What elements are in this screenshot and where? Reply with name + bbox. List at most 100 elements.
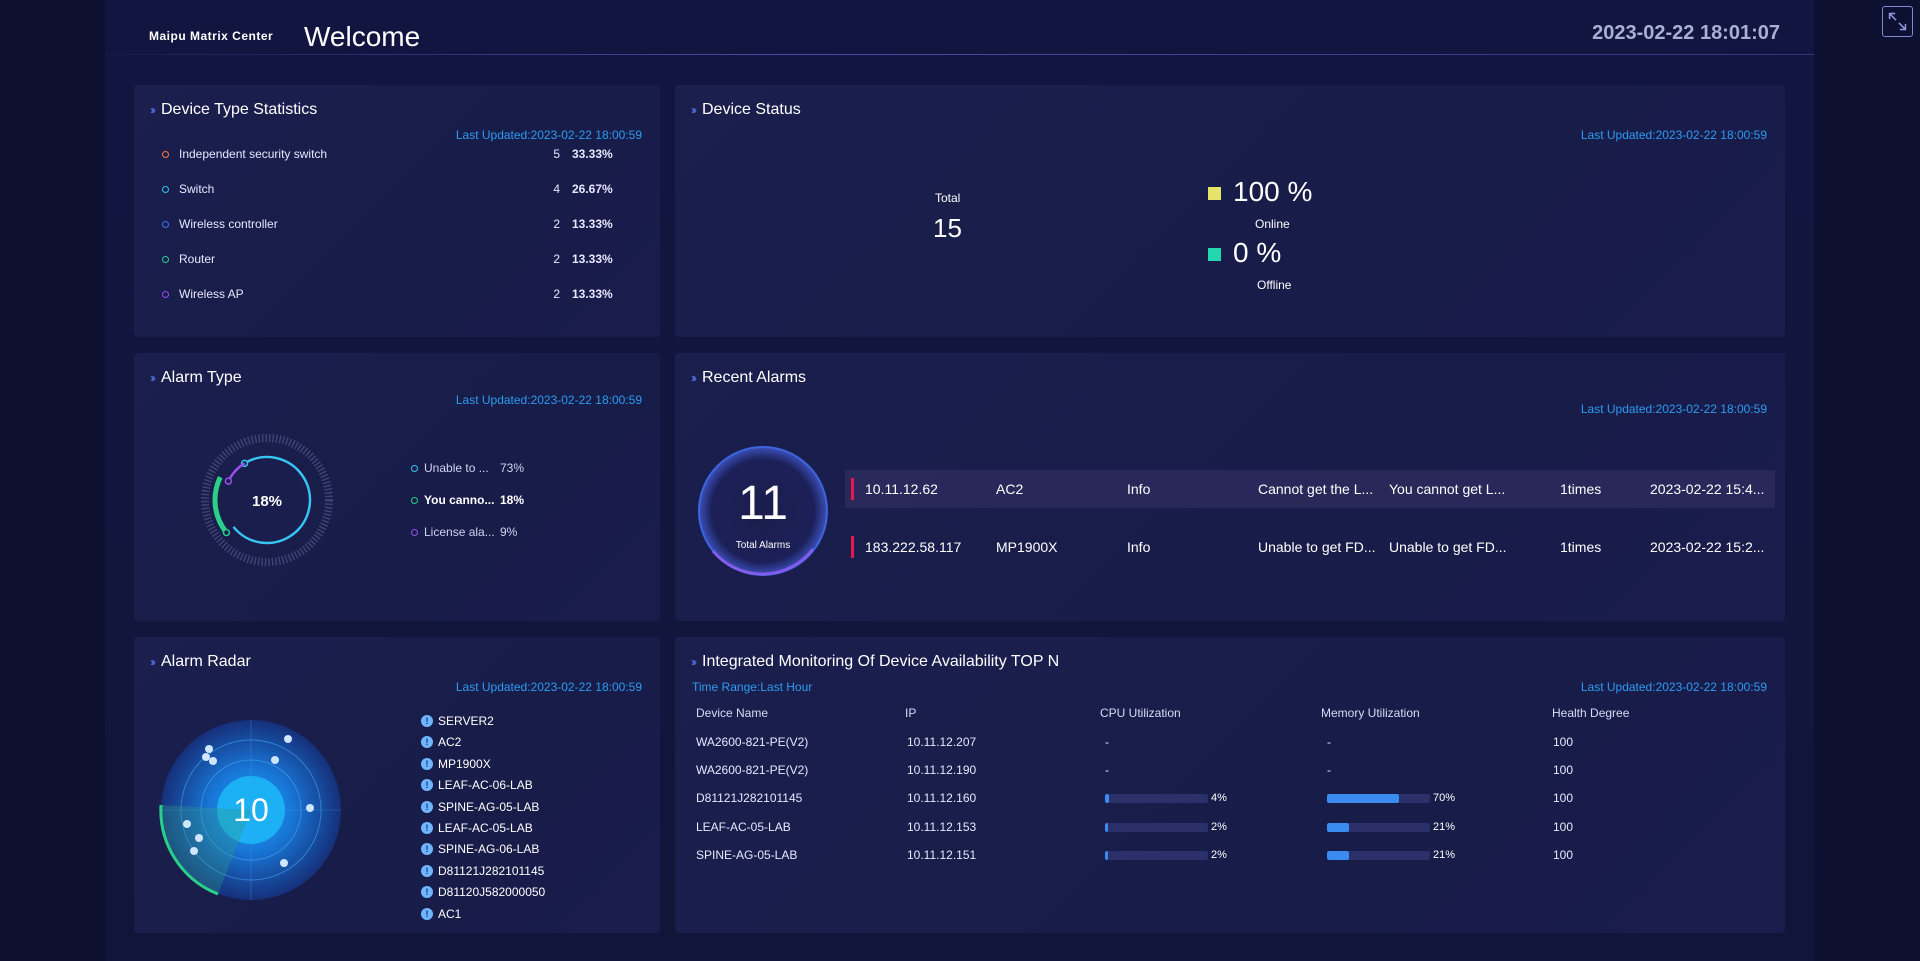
donut-slice[interactable] [232,455,312,545]
brand-logo: Maipu Matrix Center [149,29,274,43]
donut-slice-marker [224,477,233,485]
radar-alert-dot[interactable] [190,847,198,855]
legend-dot-icon [411,528,418,536]
device-type-percent: 33.33% [572,147,613,161]
radar-alert-dot[interactable] [306,804,314,812]
device-type-name: Wireless controller [179,217,278,231]
alert-icon: ! [421,822,433,834]
alert-icon: ! [421,864,433,877]
health-cell: 100 [1553,735,1574,749]
alarm-type-panel: ››› Alarm Type Last Updated:2023-02-22 1… [134,353,660,621]
header-clock: 2023-02-22 18:01:07 [1592,22,1780,44]
radar-alert-dot[interactable] [209,757,217,765]
last-updated: Last Updated:2023-02-22 18:00:59 [455,128,642,142]
header-divider [105,54,1814,55]
alarm-row[interactable]: 10.11.12.62 AC2 Info Cannot get the L... You… [845,470,1775,508]
alarm-type-legend-item[interactable]: Unable to ... 73% [411,461,524,475]
panel-title: ››› Device Type Statistics [150,101,317,119]
alert-icon: ! [421,907,433,920]
severity-marker [851,536,854,558]
alarm-device: AC2 [996,481,1024,497]
alarm-type-legend-item[interactable]: License ala... 9% [411,525,517,539]
radar-device-name: AC2 [438,735,462,750]
radar-device-item[interactable]: ! SPINE-AG-05-LAB [421,800,539,814]
donut-slice-marker [222,528,231,537]
alarm-type-percent: 73% [500,461,525,475]
radar-device-item[interactable]: ! D81121J282101145 [421,864,544,878]
alert-icon: ! [421,843,433,856]
cpu-bar-fill [1105,794,1110,804]
radar-alert-dot[interactable] [202,753,210,761]
alarm-times: 1times [1560,481,1602,497]
device-type-row: Wireless AP 2 13.33% [162,286,622,302]
radar-device-item[interactable]: ! MP1900X [421,757,491,771]
radar-alert-dot[interactable] [195,834,203,842]
radar-device-item[interactable]: ! LEAF-AC-05-LAB [421,821,533,835]
chevrons-icon: ››› [691,103,697,117]
radar-alert-dot[interactable] [183,820,191,828]
device-type-row: Wireless controller 2 13.33% [162,216,622,232]
legend-dot-icon [162,255,169,263]
cpu-bar [1105,850,1208,860]
page-title: Welcome [304,21,421,52]
alarm-type-percent: 18% [500,493,525,507]
panel-title: ››› Integrated Monitoring Of Device Avai… [691,653,1059,671]
radar-alert-dot[interactable] [271,756,279,764]
alarm-radar-chart: 10 [159,720,341,900]
radar-device-item[interactable]: ! LEAF-AC-06-LAB [421,778,533,792]
panel-title: ››› Alarm Type [150,369,242,387]
device-type-count: 2 [553,252,560,266]
device-name-cell: WA2600-821-PE(V2) [696,735,809,749]
alarm-type-legend-item[interactable]: You canno... 18% [411,493,524,507]
alert-icon: ! [421,800,433,813]
radar-alert-dot[interactable] [280,859,288,867]
donut-slice[interactable] [212,476,229,535]
alarm-row[interactable]: 183.222.58.117 MP1900X Info Unable to get F… [845,528,1775,566]
cpu-percent: 2% [1211,820,1227,833]
alarm-level: Info [1127,539,1151,555]
mem-cell: - [1327,763,1331,778]
radar-device-item[interactable]: ! AC2 [421,735,461,749]
radar-alert-dot[interactable] [205,745,213,753]
alert-icon: ! [421,736,433,749]
device-type-name: Independent security switch [179,147,328,161]
radar-device-item[interactable]: ! AC1 [421,907,461,921]
device-type-percent: 13.33% [572,287,613,301]
health-cell: 100 [1553,819,1574,834]
device-type-row: Switch 4 26.67% [162,181,622,197]
total-count: 15 [933,213,962,243]
device-type-name: Wireless AP [179,287,244,301]
mem-bar-fill [1327,850,1349,860]
alarm-type-percent: 9% [500,525,518,539]
ip-cell: 10.11.12.153 [907,819,977,834]
radar-device-name: D81121J282101145 [438,863,545,878]
device-type-row: Router 2 13.33% [162,251,622,267]
health-cell: 100 [1553,763,1574,778]
cpu-cell: - [1105,763,1109,778]
radar-device-item[interactable]: ! D81120J582000050 [421,885,545,899]
radar-device-item[interactable]: ! SERVER2 [421,714,494,728]
alarm-cause: Unable to get FD... [1258,539,1376,555]
alarm-ip: 183.222.58.117 [865,539,962,555]
chevrons-icon: ››› [691,371,697,385]
monitoring-panel: ››› Integrated Monitoring Of Device Avai… [675,637,1785,933]
radar-alert-dot[interactable] [284,735,292,743]
device-type-count: 4 [553,182,560,196]
cpu-percent: 4% [1211,792,1227,805]
device-type-count: 2 [553,217,560,231]
legend-dot-icon [411,496,418,504]
radar-device-name: AC1 [438,906,462,921]
fullscreen-button[interactable] [1882,6,1913,37]
time-range-label: Time Range:Last Hour [692,680,813,694]
radar-device-item[interactable]: ! SPINE-AG-06-LAB [421,842,539,856]
radar-device-name: MP1900X [438,756,491,771]
cpu-cell: - [1105,735,1109,749]
offline-label: Offline [1257,278,1292,292]
radar-device-name: SPINE-AG-05-LAB [438,799,540,814]
severity-marker [851,478,854,500]
total-alarms-label: Total Alarms [736,540,790,551]
total-alarms-count: 11 [738,477,788,530]
panel-title: ››› Recent Alarms [691,369,806,387]
alarm-radar-panel: ››› Alarm Radar Last Updated:2023-02-22 … [134,637,660,933]
donut-center-label: 18% [252,493,282,510]
